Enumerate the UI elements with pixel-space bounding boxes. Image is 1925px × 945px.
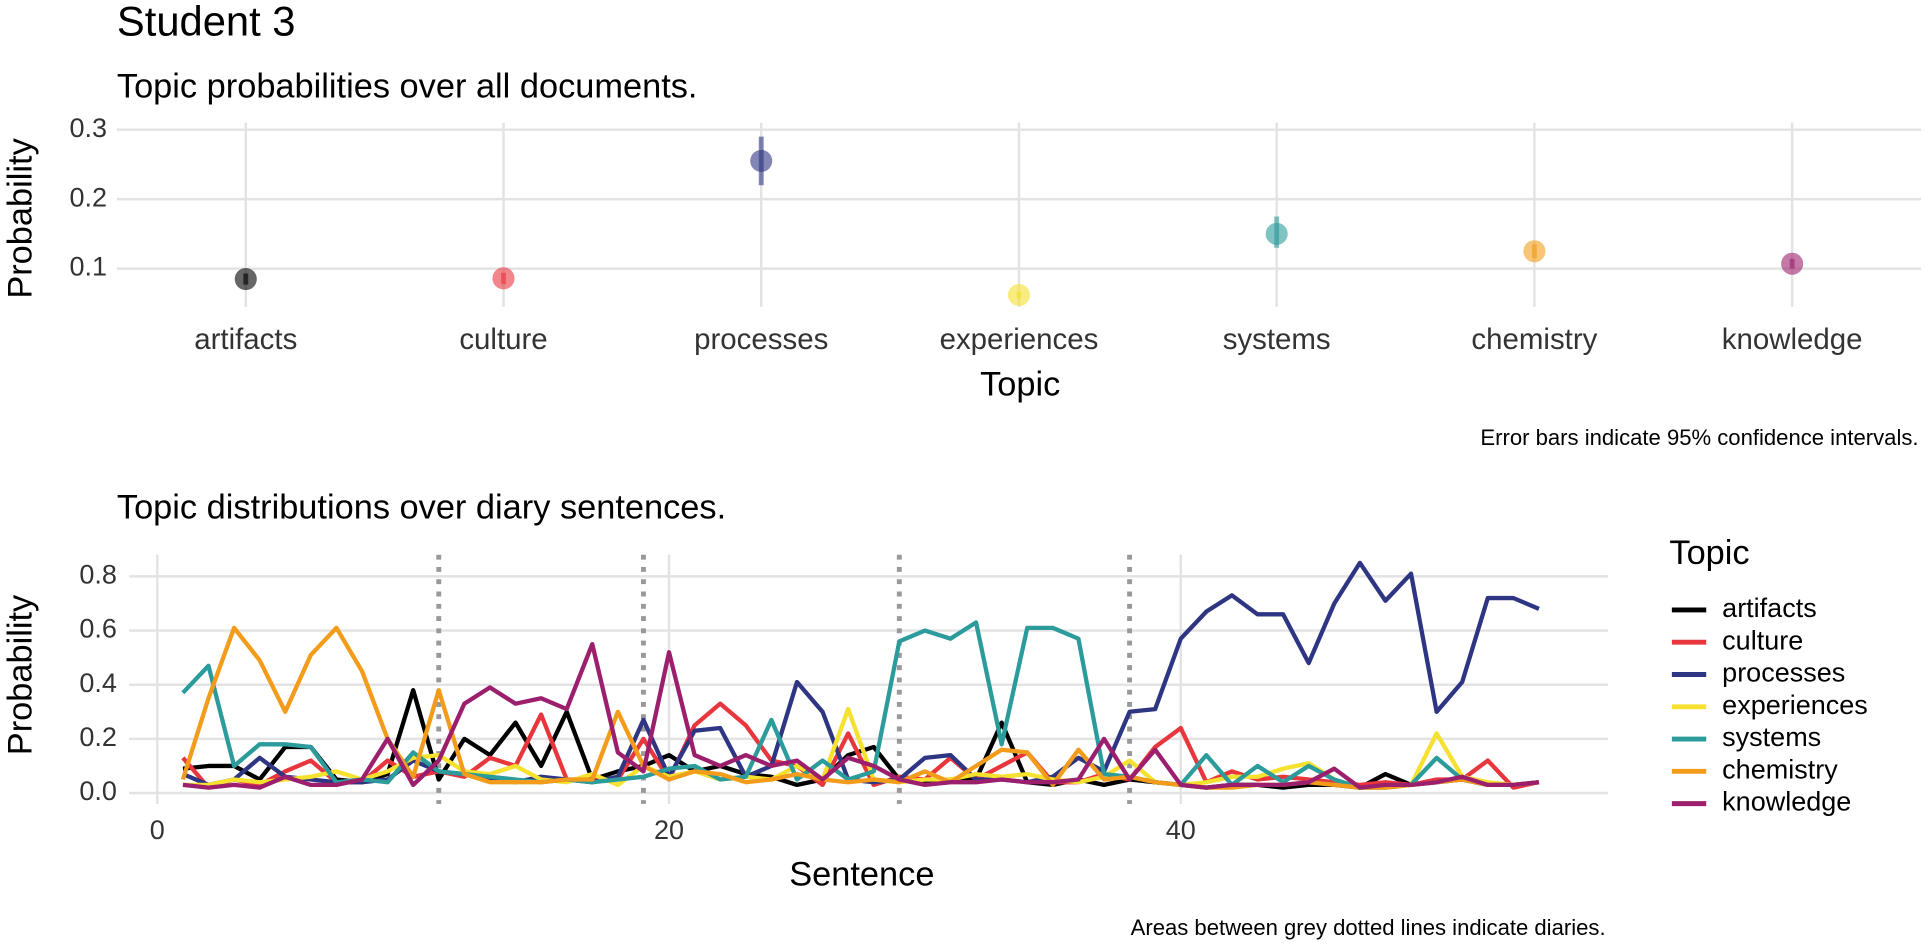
legend-label: processes	[1722, 658, 1845, 688]
page-title: Student 3	[117, 0, 296, 45]
y-axis-label: Probability	[1, 137, 39, 298]
x-tick-label: 20	[654, 815, 684, 845]
series-line	[182, 687, 1540, 790]
x-axis-label: Sentence	[789, 855, 934, 893]
x-tick-label: 40	[1166, 815, 1196, 845]
point	[1265, 222, 1288, 245]
x-tick-label: processes	[694, 323, 828, 356]
chart-title: Topic distributions over diary sentences…	[117, 488, 726, 526]
x-axis-label: Topic	[980, 366, 1060, 404]
x-tick-label: artifacts	[194, 323, 297, 356]
point	[1007, 283, 1030, 307]
point	[492, 267, 515, 290]
x-tick-label: chemistry	[1471, 323, 1597, 356]
y-tick-label: 0.2	[70, 182, 108, 212]
legend-label: culture	[1722, 625, 1803, 655]
x-tick-label: experiences	[940, 323, 1099, 356]
point	[234, 267, 257, 291]
y-axis-label: Probability	[1, 594, 39, 755]
point	[1523, 240, 1546, 263]
point	[1781, 252, 1804, 275]
caption: Error bars indicate 95% confidence inter…	[1480, 425, 1918, 450]
x-tick-label: 0	[150, 815, 165, 845]
y-tick-label: 0.2	[79, 722, 117, 752]
legend-title: Topic	[1669, 534, 1749, 572]
chart-subtitle: Topic probabilities over all documents.	[117, 67, 698, 105]
y-tick-label: 0.6	[79, 614, 117, 644]
legend-label: knowledge	[1722, 787, 1851, 817]
y-tick-label: 0.8	[79, 560, 117, 590]
series-line	[181, 620, 1540, 790]
legend-label: artifacts	[1722, 593, 1817, 623]
y-tick-label: 0.3	[70, 113, 108, 143]
legend-label: systems	[1722, 722, 1821, 752]
legend-label: experiences	[1722, 690, 1868, 720]
series-line	[182, 641, 1540, 790]
legend-label: chemistry	[1722, 754, 1838, 784]
series-line	[180, 625, 1540, 790]
caption: Areas between grey dotted lines indicate…	[1131, 915, 1606, 940]
point	[750, 149, 773, 172]
y-tick-label: 0.0	[79, 776, 117, 806]
x-tick-label: systems	[1223, 323, 1331, 356]
x-tick-label: knowledge	[1722, 323, 1863, 356]
x-tick-label: culture	[459, 323, 547, 356]
y-tick-label: 0.1	[70, 252, 108, 282]
y-tick-label: 0.4	[79, 668, 117, 698]
